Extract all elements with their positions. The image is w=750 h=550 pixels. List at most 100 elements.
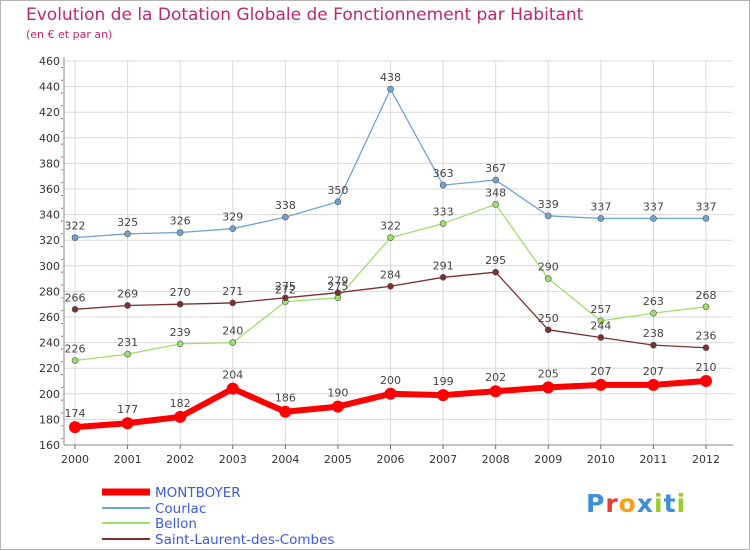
data-label: 239 <box>170 326 191 339</box>
data-label: 207 <box>590 365 611 378</box>
logo-letter: P <box>586 489 606 518</box>
data-point <box>176 300 184 308</box>
data-point <box>492 176 499 184</box>
y-tick-label: 460 <box>39 55 60 68</box>
x-tick-label: 2009 <box>534 453 562 466</box>
data-point <box>437 389 450 402</box>
data-point <box>124 350 131 358</box>
data-point <box>334 198 342 206</box>
data-point <box>650 341 657 349</box>
data-point <box>702 215 710 222</box>
chart-title: Evolution de la Dotation Globale de Fonc… <box>26 5 584 25</box>
chart-subtitle: (en € et par an) <box>26 28 113 41</box>
data-point <box>597 334 605 341</box>
data-point <box>282 294 289 302</box>
y-tick-label: 180 <box>39 413 60 426</box>
data-label: 291 <box>433 259 454 272</box>
data-point <box>544 326 552 334</box>
data-point <box>647 378 660 391</box>
data-point <box>229 339 237 346</box>
data-point <box>650 215 657 222</box>
data-point <box>544 275 552 282</box>
logo-letter: i <box>676 489 687 518</box>
data-point <box>69 421 81 434</box>
y-tick-label: 420 <box>39 106 60 119</box>
data-label: 174 <box>65 407 86 420</box>
data-label: 337 <box>590 200 611 213</box>
data-point <box>594 378 607 391</box>
logo-letter: x <box>636 489 654 518</box>
proxiti-logo: Proxiti <box>586 489 686 518</box>
data-label: 186 <box>275 392 296 405</box>
data-label: 363 <box>433 167 454 180</box>
data-point <box>597 317 605 325</box>
data-label: 348 <box>485 186 506 199</box>
data-point <box>439 274 447 281</box>
data-label: 226 <box>65 343 86 356</box>
data-label: 367 <box>485 162 506 175</box>
data-label: 263 <box>643 295 664 308</box>
data-point <box>176 229 184 236</box>
data-label: 244 <box>590 319 611 332</box>
x-tick-label: 2011 <box>639 453 667 466</box>
data-label: 322 <box>380 220 401 233</box>
y-tick-label: 380 <box>39 157 60 170</box>
data-label: 266 <box>65 291 86 304</box>
data-point <box>702 344 710 352</box>
data-label: 329 <box>222 211 243 224</box>
legend-label: Saint-Laurent-des-Combes <box>155 532 334 548</box>
data-label: 269 <box>117 287 138 300</box>
data-label: 200 <box>380 374 401 387</box>
y-tick-label: 440 <box>39 81 60 94</box>
data-point <box>384 387 397 400</box>
data-point <box>542 381 555 394</box>
data-point <box>121 417 134 430</box>
data-label: 322 <box>65 220 86 233</box>
data-label: 275 <box>275 280 296 293</box>
y-tick-label: 160 <box>39 439 60 452</box>
x-tick-label: 2000 <box>61 453 89 466</box>
x-tick-label: 2007 <box>429 453 457 466</box>
data-point <box>71 357 79 364</box>
data-point <box>702 303 710 311</box>
logo-letter: i <box>654 489 664 518</box>
y-tick-label: 340 <box>39 209 60 222</box>
data-point <box>387 85 394 93</box>
data-label: 326 <box>170 215 191 228</box>
x-tick-label: 2001 <box>114 453 142 466</box>
data-point <box>439 220 447 227</box>
data-point <box>650 309 657 317</box>
data-point <box>71 234 79 241</box>
data-label: 190 <box>327 387 348 400</box>
y-tick-label: 360 <box>39 183 60 196</box>
data-point <box>71 306 79 313</box>
y-tick-label: 220 <box>39 362 60 375</box>
data-label: 337 <box>643 200 664 213</box>
data-label: 438 <box>380 71 401 84</box>
logo-letter: o <box>618 489 637 518</box>
data-label: 210 <box>696 361 717 374</box>
data-label: 204 <box>222 369 243 382</box>
data-point <box>176 340 184 348</box>
data-label: 275 <box>327 280 348 293</box>
x-tick-label: 2003 <box>219 453 247 466</box>
data-label: 337 <box>696 200 717 213</box>
data-label: 271 <box>222 285 243 298</box>
logo-letter: t <box>663 489 677 518</box>
data-label: 250 <box>538 312 559 325</box>
data-point <box>229 299 237 307</box>
data-label: 268 <box>696 289 717 302</box>
data-label: 295 <box>485 254 506 267</box>
data-label: 333 <box>433 206 454 219</box>
data-label: 272 <box>275 284 296 297</box>
data-point <box>387 234 394 241</box>
y-tick-label: 280 <box>39 285 60 298</box>
data-label: 240 <box>222 325 243 338</box>
data-label: 284 <box>380 268 401 281</box>
legend-label: Bellon <box>155 516 197 532</box>
data-label: 207 <box>643 365 664 378</box>
data-point <box>387 282 394 290</box>
data-point <box>439 181 447 189</box>
